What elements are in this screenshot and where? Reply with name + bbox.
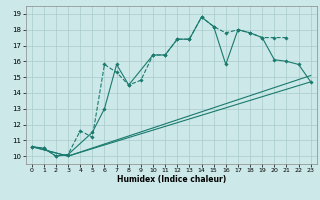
X-axis label: Humidex (Indice chaleur): Humidex (Indice chaleur) bbox=[116, 175, 226, 184]
